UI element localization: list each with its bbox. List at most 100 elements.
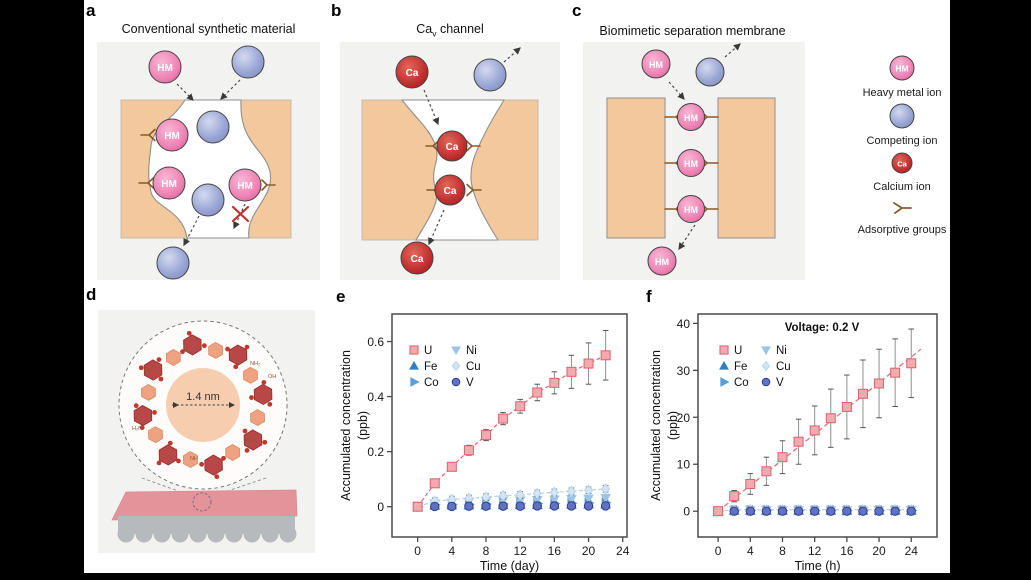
series-V-marker [761, 506, 772, 516]
legend-label-Fe: Fe [734, 361, 747, 373]
svg-text:HM: HM [684, 113, 698, 123]
y-tick-label: 10 [677, 458, 691, 472]
oxygen-atom [156, 357, 162, 362]
slab-bump [243, 525, 261, 543]
oxygen-atom [244, 344, 250, 350]
ca-icon-label: Ca [897, 160, 907, 169]
series-U-marker [412, 501, 423, 512]
series-U-marker [906, 358, 917, 369]
series-V-marker [809, 506, 820, 516]
series-Cu-marker [515, 489, 525, 501]
series-U-marker [857, 388, 868, 399]
legend-marker-Co [410, 377, 420, 387]
series-V-marker [600, 501, 611, 511]
series-Cu-line [417, 488, 606, 508]
membrane-slab-top [111, 489, 298, 521]
legend-label-Cu: Cu [466, 361, 481, 373]
legend-marker-Cu [761, 360, 771, 372]
series-U-marker [429, 478, 440, 489]
flow-arrow [423, 89, 440, 126]
panel-d-letter: d [86, 285, 97, 304]
series-U-marker [761, 466, 772, 477]
legend-label: Competing ion [867, 135, 938, 147]
svg-text:Ca: Ca [444, 186, 457, 197]
svg-text:HM: HM [684, 159, 698, 169]
svg-text:HM: HM [655, 257, 669, 267]
pore-size-label: 1.4 nm [186, 391, 220, 403]
x-tick-label: 4 [747, 544, 754, 558]
y-tick-label: 0 [377, 500, 384, 514]
linker-ring [165, 349, 181, 366]
heavy-metal-ion: HM HM HM HM HM [641, 49, 705, 276]
slab-bump [279, 525, 297, 543]
voltage-annotation: Voltage: 0.2 V [785, 322, 860, 334]
y-axis-label: (ppb) [666, 411, 680, 440]
oxygen-atom [176, 458, 181, 464]
series-Cu-marker [532, 487, 542, 500]
panel-d-structure: NH₂ OH H₂N HN NH OH 1.4 nm [98, 310, 315, 553]
oxygen-atom [244, 448, 250, 453]
flow-arrow [183, 215, 200, 247]
y-axis-label: (ppb) [356, 411, 370, 440]
series-U-marker [583, 358, 594, 369]
adsorptive-group-icon [466, 183, 482, 197]
heavy-metal-ion: HM HM HM HM [148, 50, 262, 202]
series-U-marker [745, 478, 756, 489]
sugar-ring [253, 383, 273, 405]
competing-ion [156, 45, 265, 280]
panel-a-schematic: HM HM HM HM [97, 42, 320, 280]
svg-text:HM: HM [164, 131, 180, 142]
panel-b-title: Cav channel [340, 22, 560, 39]
x-tick-label: 0 [715, 544, 722, 558]
slab-bump [225, 525, 243, 543]
series-Cu-marker [600, 483, 611, 495]
legend-marker-Cu [451, 360, 461, 372]
series-Cu-marker [549, 486, 560, 499]
adsorptive-group-icon [140, 128, 156, 142]
svg-text:HM: HM [684, 205, 698, 215]
blocked-x-icon [231, 205, 250, 223]
series-V-marker [842, 506, 852, 516]
oxygen-atom [242, 428, 248, 434]
legend-label-V: V [776, 377, 784, 389]
legend-label-Cu: Cu [776, 361, 791, 373]
pore-marker-circle [192, 492, 212, 512]
series-U-marker [446, 461, 457, 472]
x-tick-label: 8 [779, 544, 786, 558]
series-V-marker [498, 501, 508, 511]
linker-ring [182, 451, 198, 469]
series-Cu-marker [566, 485, 577, 498]
series-U-marker [713, 506, 724, 517]
series-V-marker [583, 501, 594, 511]
legend-label: Calcium ion [873, 181, 930, 193]
functional-group-label: HN [144, 368, 152, 374]
series-U-marker [600, 350, 611, 361]
series-V-marker [729, 506, 739, 516]
slab-bump [117, 525, 135, 543]
legend-label-U: U [734, 345, 742, 357]
adsorptive-group-icon [465, 139, 481, 153]
panel-c-title: Biomimetic separation membrane [599, 24, 786, 38]
series-V-marker [532, 501, 542, 511]
series-V-marker [481, 501, 491, 511]
series-U-marker [481, 430, 491, 441]
series-U-marker [890, 367, 901, 378]
x-tick-label: 20 [872, 544, 886, 558]
series-U-marker [841, 401, 852, 412]
series-U-marker [825, 413, 836, 424]
legend-marker-Fe [409, 360, 419, 370]
linker-ring [225, 444, 241, 461]
zoom-cone-line [209, 477, 267, 498]
legend-label: Heavy metal ion [863, 87, 942, 99]
panel-f-letter: f [646, 287, 652, 306]
oxygen-atom [156, 460, 162, 466]
slab-bump [189, 525, 207, 543]
series-V-marker [549, 501, 560, 511]
legend-marker-Ni [761, 346, 771, 356]
series-U-marker [549, 377, 560, 388]
x-tick-label: 0 [414, 544, 421, 558]
svg-text:Ca: Ca [411, 254, 424, 265]
legend-label-Co: Co [734, 377, 749, 389]
oxygen-atom [152, 410, 157, 415]
series-V-marker [745, 506, 756, 516]
